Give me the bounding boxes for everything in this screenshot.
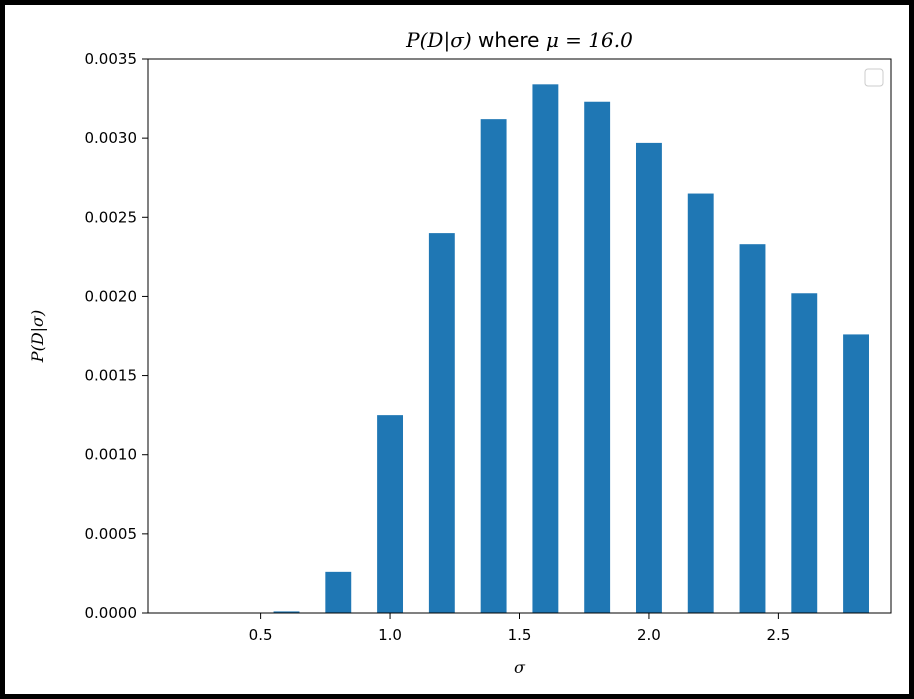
- y-tick-label: 0.0010: [85, 446, 138, 464]
- bar-13: [843, 334, 869, 613]
- title-math-prefix: P(D|σ): [405, 28, 472, 53]
- legend-box: [864, 68, 884, 87]
- x-tick-label: 2.0: [637, 626, 661, 644]
- y-tick-label: 0.0035: [85, 50, 138, 68]
- bar-chart: P(D|σ) where μ = 16.0 0.5 1.0 1.5 2.0 2.5 0.…: [28, 28, 892, 677]
- x-axis-label: σ: [514, 658, 526, 677]
- bar-5: [428, 233, 455, 613]
- bar-10: [687, 193, 714, 614]
- bar-8: [584, 101, 611, 613]
- bar-3: [325, 571, 352, 613]
- bar-2: [273, 611, 300, 613]
- bar-12: [791, 293, 818, 613]
- chart-title: P(D|σ) where μ = 16.0: [405, 28, 633, 53]
- figure-canvas: P(D|σ) where μ = 16.0 0.5 1.0 1.5 2.0 2.5 0.…: [5, 5, 909, 694]
- title-math-suffix: μ = 16.0: [546, 28, 633, 52]
- y-tick-label: 0.0015: [85, 367, 138, 385]
- bar-11: [739, 244, 766, 614]
- y-tick-label: 0.0025: [85, 208, 138, 226]
- x-tick-label: 1.5: [508, 626, 532, 644]
- x-tick-label: 2.5: [766, 626, 790, 644]
- y-axis-ticks: 0.0000 0.0005 0.0010 0.0015 0.0020 0.0025 0.00…: [85, 50, 148, 622]
- y-tick-label: 0.0030: [85, 129, 138, 147]
- y-tick-label: 0.0020: [85, 287, 138, 305]
- x-axis-ticks: 0.5 1.0 1.5 2.0 2.5: [249, 613, 790, 644]
- title-text-middle: where: [472, 28, 546, 52]
- bar-6: [480, 119, 507, 614]
- y-tick-label: 0.0005: [85, 525, 138, 543]
- axes-frame: [147, 58, 892, 614]
- x-tick-label: 1.0: [378, 626, 402, 644]
- y-axis-label: P(D|σ): [28, 310, 47, 363]
- x-tick-label: 0.5: [249, 626, 273, 644]
- bar-9: [635, 142, 662, 614]
- bar-4: [377, 415, 404, 613]
- y-tick-label: 0.0000: [85, 604, 138, 622]
- bar-series: [273, 84, 869, 614]
- bar-7: [532, 84, 559, 614]
